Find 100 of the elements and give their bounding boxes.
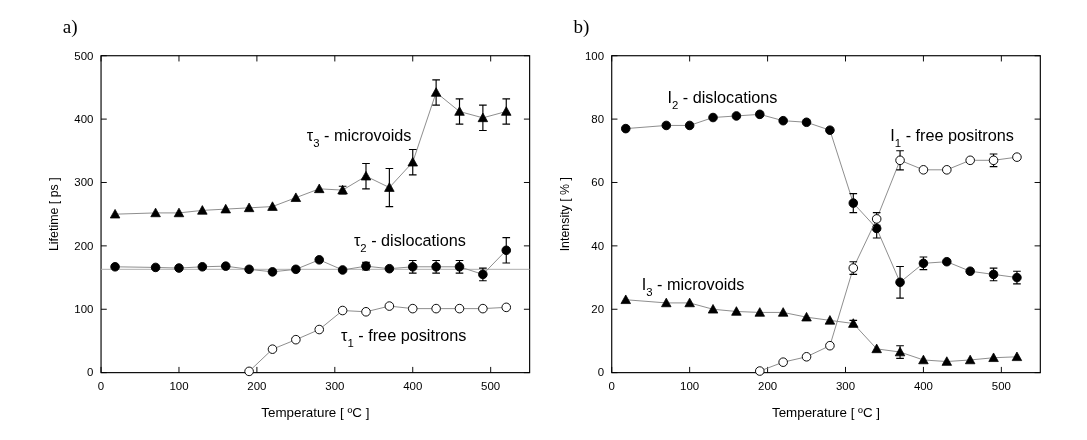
point <box>501 106 512 116</box>
point <box>918 165 929 175</box>
point <box>988 352 999 362</box>
x-tick-label: 0 <box>608 379 615 392</box>
point <box>291 264 301 275</box>
point <box>1011 351 1023 361</box>
point <box>407 303 418 314</box>
point <box>314 324 325 335</box>
x-tick-label: 100 <box>169 379 189 392</box>
x-axis-title: Temperature [ ºC ] <box>771 404 881 420</box>
point <box>825 340 835 351</box>
point <box>620 123 631 134</box>
point <box>290 192 302 202</box>
point <box>197 262 208 272</box>
y-tick-label: 80 <box>591 112 605 125</box>
point <box>267 267 278 277</box>
point <box>918 354 929 365</box>
point <box>110 262 120 272</box>
point <box>501 302 512 313</box>
point <box>731 111 742 121</box>
point <box>109 209 121 219</box>
point <box>478 303 488 314</box>
x-tick-label: 400 <box>913 379 933 392</box>
point <box>430 87 442 97</box>
y-tick-label: 20 <box>591 303 605 316</box>
point <box>314 183 325 194</box>
point <box>661 120 672 131</box>
y-tick-label: 40 <box>591 239 605 252</box>
point <box>431 303 441 314</box>
point <box>407 157 418 167</box>
x-tick-label: 200 <box>758 379 778 392</box>
y-tick-label: 400 <box>74 112 94 125</box>
x-tick-label: 200 <box>247 379 267 392</box>
point <box>150 262 161 273</box>
point <box>965 266 975 276</box>
point <box>337 265 348 275</box>
y-tick-label: 300 <box>74 176 94 189</box>
point <box>220 203 231 214</box>
point <box>267 344 278 354</box>
x-tick-label: 0 <box>97 379 105 392</box>
point <box>384 263 395 274</box>
point <box>824 315 836 325</box>
point <box>895 155 905 166</box>
y-tick-label: 100 <box>74 303 94 316</box>
point <box>337 305 348 316</box>
point <box>197 205 208 215</box>
point <box>707 304 719 314</box>
x-tick-label: 300 <box>325 379 345 392</box>
series-label: I$_{1}$ - free positrons <box>890 126 1014 150</box>
point <box>942 256 952 267</box>
y-tick-label: 60 <box>591 176 605 189</box>
x-tick-label: 500 <box>481 379 501 392</box>
series-label: τ$_{1}$ - free positrons <box>341 325 467 349</box>
point <box>754 307 765 317</box>
point <box>244 366 254 377</box>
x-tick-label: 500 <box>991 379 1011 392</box>
point <box>755 109 765 120</box>
point <box>220 261 231 271</box>
point <box>661 297 672 308</box>
point <box>942 165 952 175</box>
series-label: τ$_{2}$ - dislocations <box>353 230 466 254</box>
y-tick-label: 200 <box>74 239 94 252</box>
point <box>267 201 278 211</box>
point <box>778 357 788 367</box>
x-axis-title: Temperature [ ºC ] <box>261 404 370 420</box>
series-label: I$_{3}$ - microvoids <box>641 275 745 299</box>
point <box>501 245 512 256</box>
y-axis-title: Lifetime [ ps ] <box>47 177 62 252</box>
y-tick-label: 0 <box>87 366 94 379</box>
y-axis-title: Intensity [ % ] <box>557 176 572 252</box>
series-label: τ$_{3}$ - microvoids <box>306 126 412 150</box>
point <box>941 356 952 366</box>
y-tick-label: 100 <box>585 49 605 62</box>
point <box>384 301 395 311</box>
point <box>895 277 905 288</box>
point <box>871 343 882 354</box>
point <box>314 255 325 265</box>
x-tick-label: 400 <box>403 379 423 392</box>
x-tick-label: 100 <box>680 379 700 392</box>
point <box>173 207 185 218</box>
y-tick-label: 0 <box>597 366 605 379</box>
point <box>825 125 835 135</box>
chart-title: b) <box>573 15 590 38</box>
point <box>477 112 489 123</box>
point <box>244 264 254 275</box>
point <box>174 263 184 273</box>
point <box>731 306 742 316</box>
point <box>620 294 631 304</box>
point <box>965 354 976 365</box>
point <box>384 182 395 192</box>
point <box>965 155 975 166</box>
chart-title: a) <box>62 15 78 38</box>
point <box>150 207 161 218</box>
x-tick-label: 300 <box>835 379 856 392</box>
point <box>778 307 789 317</box>
point <box>1012 152 1022 162</box>
point <box>684 120 695 131</box>
point <box>708 112 718 123</box>
series-label: I$_{2}$ - dislocations <box>667 88 778 112</box>
point <box>361 307 371 317</box>
